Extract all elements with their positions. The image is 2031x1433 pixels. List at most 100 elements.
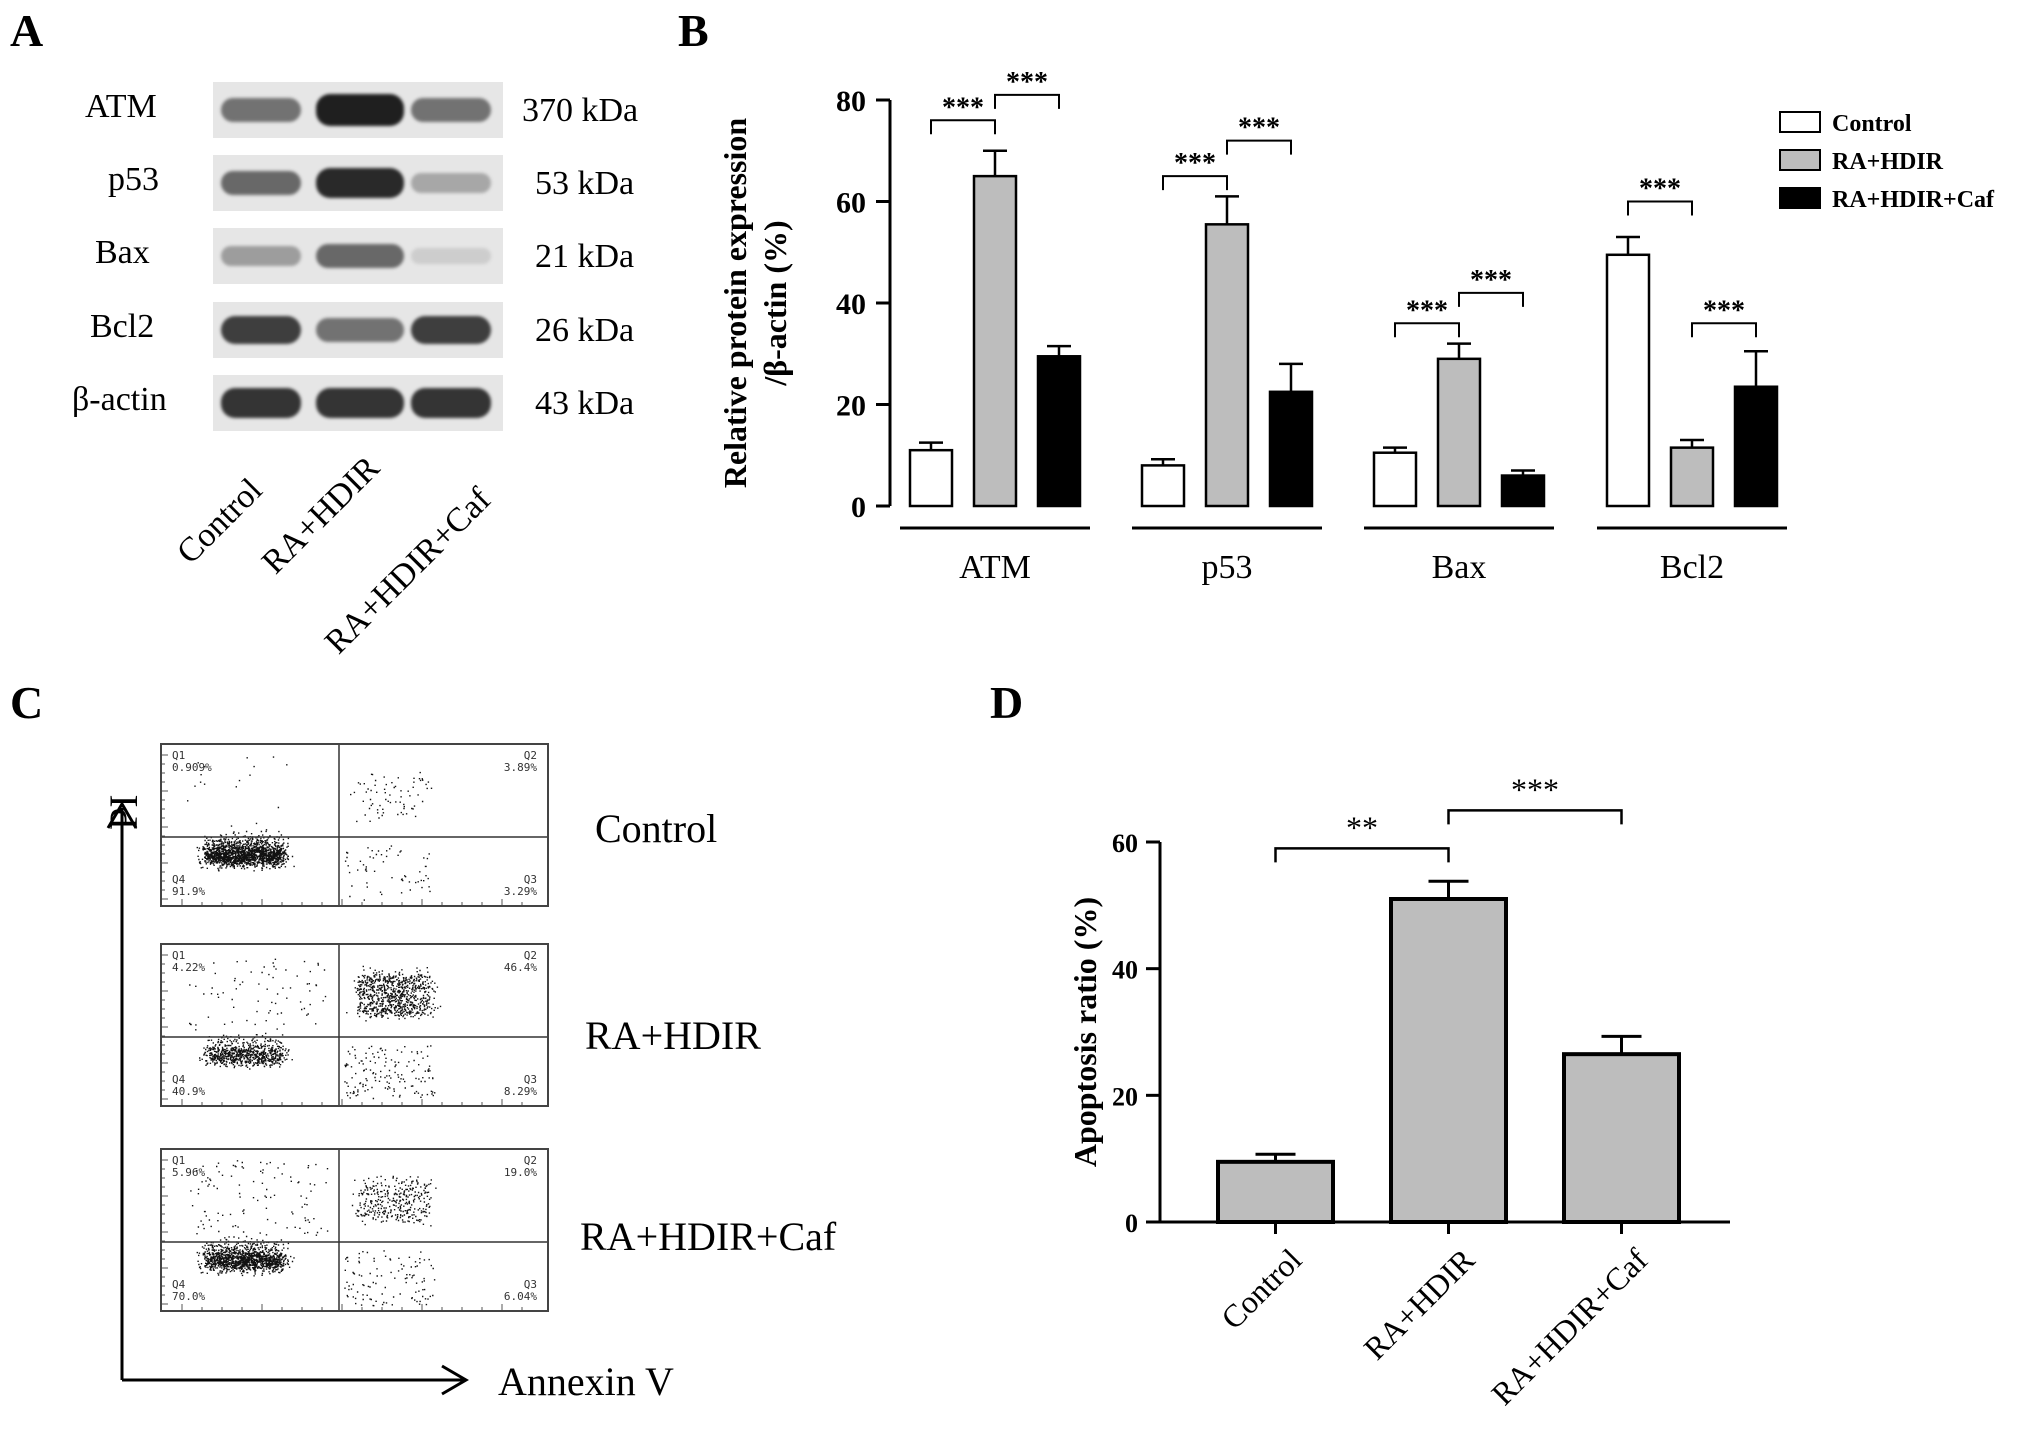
condition-label: RA+HDIR bbox=[585, 1013, 761, 1058]
quadrant-q2-value: 46.4% bbox=[503, 961, 537, 974]
flow-dot-plot: Q1 4.22% Q2 46.4% Q4 40.9% Q3 8.29% bbox=[160, 943, 549, 1107]
y-tick-label: 0 bbox=[851, 491, 866, 524]
quadrant-q2-name: Q2 bbox=[523, 1154, 537, 1167]
quadrant-q3-value: 6.04% bbox=[503, 1290, 537, 1303]
significance-label: *** bbox=[1238, 113, 1280, 144]
significance-label: *** bbox=[1406, 295, 1448, 326]
bar bbox=[1733, 385, 1779, 508]
panel-letter-b: B bbox=[678, 5, 709, 56]
quadrant-q3-name: Q3 bbox=[523, 873, 537, 886]
panel-letter-d: D bbox=[990, 677, 1024, 728]
significance-bracket bbox=[1447, 809, 1623, 825]
legend-swatch bbox=[1779, 187, 1821, 209]
protein-band bbox=[411, 315, 491, 345]
molecular-weight-label: 21 kDa bbox=[535, 238, 635, 275]
quadrant-q3-value: 8.29% bbox=[503, 1085, 537, 1098]
bar bbox=[1669, 446, 1715, 508]
panel-letter-a: A bbox=[10, 5, 44, 56]
quadrant-q4-name: Q4 bbox=[172, 1278, 186, 1291]
protein-label: Bax bbox=[95, 234, 150, 271]
protein-band bbox=[316, 167, 404, 199]
significance-label: *** bbox=[1174, 148, 1216, 179]
quadrant-q3-name: Q3 bbox=[523, 1073, 537, 1086]
significance-label: *** bbox=[942, 92, 984, 123]
quadrant-q3-value: 3.29% bbox=[503, 885, 537, 898]
condition-label: Control bbox=[595, 806, 718, 851]
quadrant-q4-name: Q4 bbox=[172, 1073, 186, 1086]
x-tick-label: Control bbox=[1214, 1241, 1309, 1336]
quadrant-q4-value: 91.9% bbox=[172, 885, 206, 898]
significance-bracket bbox=[1274, 847, 1450, 863]
quadrant-q1-name: Q1 bbox=[172, 749, 186, 762]
significance-bracket bbox=[1394, 322, 1460, 338]
legend-label: Control bbox=[1832, 111, 1912, 137]
bar bbox=[1372, 451, 1418, 508]
band-strip bbox=[213, 155, 503, 211]
y-tick-label: 60 bbox=[836, 187, 866, 220]
significance-bracket bbox=[1162, 175, 1228, 191]
y-tick-label: 20 bbox=[836, 390, 866, 423]
band-strip bbox=[213, 228, 503, 284]
bar bbox=[1605, 253, 1651, 508]
molecular-weight-label: 26 kDa bbox=[535, 312, 635, 349]
protein-band bbox=[411, 98, 491, 122]
significance-label: *** bbox=[1006, 67, 1048, 98]
bar bbox=[1562, 1052, 1681, 1224]
significance-label: *** bbox=[1703, 295, 1745, 326]
protein-band bbox=[411, 173, 491, 193]
protein-band bbox=[221, 245, 301, 267]
protein-expression-chart: 0 20 40 60 80 Relative protein expression/β-a… bbox=[717, 67, 1995, 586]
molecular-weight-label: 370 kDa bbox=[522, 92, 639, 129]
quadrant-q1-value: 4.22% bbox=[172, 961, 206, 974]
significance-label: *** bbox=[1511, 771, 1559, 807]
significance-label: *** bbox=[1470, 265, 1512, 296]
panel-letter-c: C bbox=[10, 677, 44, 728]
band-strip bbox=[213, 375, 503, 431]
y-axis-label: Apoptosis ratio (%) bbox=[1067, 897, 1103, 1167]
category-label: Bax bbox=[1432, 549, 1487, 586]
band-strip bbox=[213, 82, 503, 138]
bar bbox=[1140, 464, 1186, 508]
y-tick-label: 80 bbox=[836, 85, 866, 118]
category-label: Bcl2 bbox=[1660, 549, 1724, 586]
protein-label: β-actin bbox=[72, 381, 167, 418]
x-tick-label: RA+HDIR+Caf bbox=[1484, 1241, 1655, 1412]
category-label: ATM bbox=[959, 549, 1031, 586]
bar bbox=[1389, 897, 1508, 1224]
quadrant-q1-name: Q1 bbox=[172, 1154, 186, 1167]
molecular-weight-label: 43 kDa bbox=[535, 385, 635, 422]
significance-bracket bbox=[994, 93, 1060, 109]
apoptosis-ratio-chart: 0 20 40 60 Apoptosis ratio (%) Control RA+HDIR… bbox=[1067, 771, 1730, 1412]
lane-label: RA+HDIR bbox=[255, 449, 387, 582]
protein-band bbox=[221, 388, 301, 418]
significance-bracket bbox=[930, 119, 996, 135]
flow-axis-y-label: PI bbox=[101, 794, 146, 830]
protein-band bbox=[411, 247, 491, 265]
bar bbox=[1268, 390, 1314, 508]
quadrant-q1-value: 5.96% bbox=[172, 1166, 206, 1179]
y-tick-label: 20 bbox=[1112, 1082, 1138, 1111]
significance-label: ** bbox=[1346, 809, 1378, 845]
protein-band bbox=[411, 388, 491, 418]
protein-band bbox=[316, 388, 404, 418]
legend-swatch bbox=[1779, 149, 1821, 171]
protein-label: p53 bbox=[108, 161, 159, 198]
protein-band bbox=[316, 318, 404, 342]
bar bbox=[1036, 355, 1082, 508]
quadrant-q2-value: 19.0% bbox=[503, 1166, 537, 1179]
bar bbox=[1204, 223, 1250, 508]
bar bbox=[1500, 474, 1546, 508]
y-axis-label: Relative protein expression/β-actin (%) bbox=[717, 118, 793, 489]
legend-label: RA+HDIR+Caf bbox=[1832, 187, 1995, 213]
y-tick-label: 40 bbox=[836, 288, 866, 321]
lane-label: Control bbox=[170, 471, 270, 572]
protein-band bbox=[221, 98, 301, 122]
quadrant-q3-name: Q3 bbox=[523, 1278, 537, 1291]
flow-dot-plot: Q1 0.909% Q2 3.89% Q4 91.9% Q3 3.29% bbox=[160, 743, 549, 907]
protein-band bbox=[221, 170, 301, 196]
quadrant-q2-name: Q2 bbox=[523, 949, 537, 962]
protein-band bbox=[221, 315, 301, 345]
y-tick-label: 40 bbox=[1112, 956, 1138, 985]
y-tick-label: 60 bbox=[1112, 829, 1138, 858]
significance-bracket bbox=[1691, 322, 1757, 338]
